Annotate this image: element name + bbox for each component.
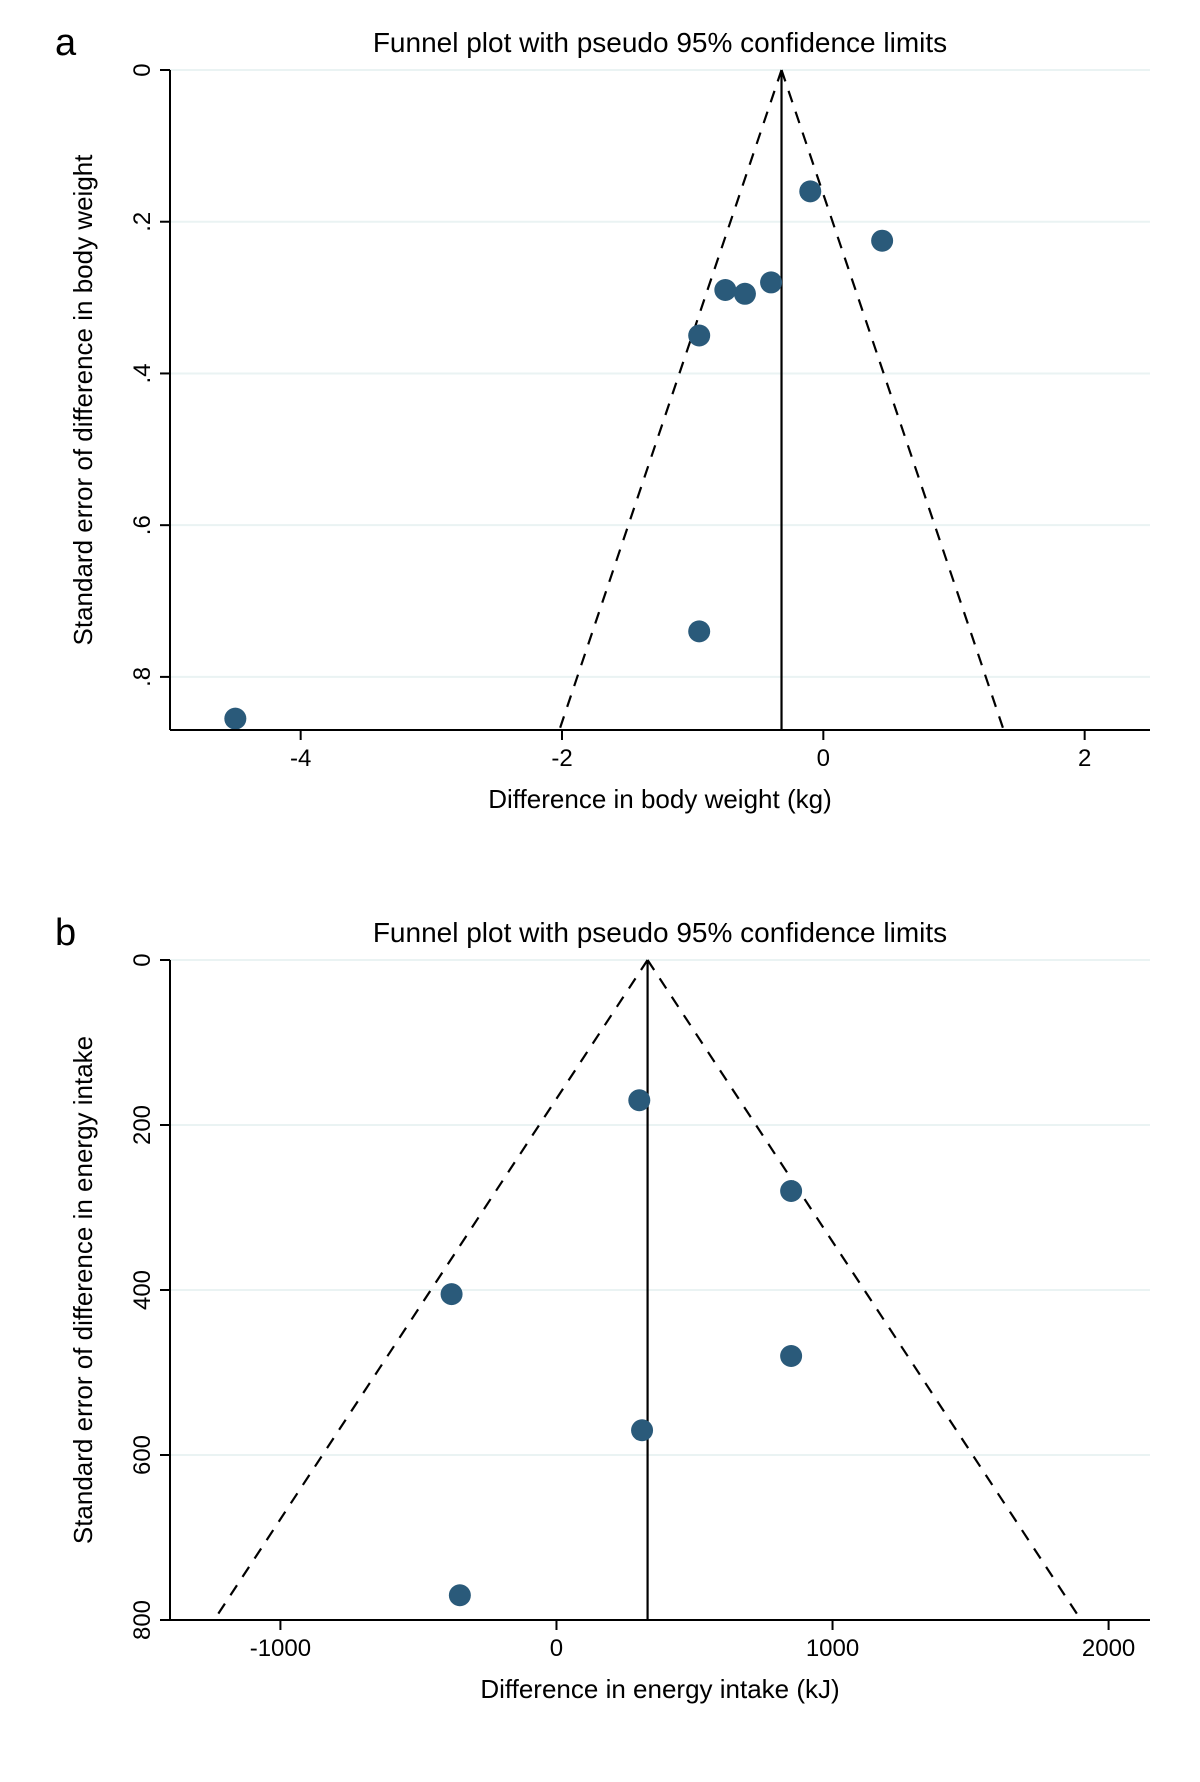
x-tick-label: 1000	[806, 1635, 859, 1662]
y-tick-label: 600	[129, 1435, 156, 1475]
x-tick-label: 2000	[1082, 1635, 1135, 1662]
data-point	[871, 230, 893, 252]
y-axis-label: Standard error of difference in body wei…	[68, 154, 98, 646]
y-tick-label: 0	[129, 953, 156, 966]
x-axis-label: Difference in body weight (kg)	[488, 784, 831, 814]
x-tick-label: 0	[817, 745, 830, 772]
y-tick-label: .8	[129, 667, 156, 687]
chart-title: Funnel plot with pseudo 95% confidence l…	[373, 917, 947, 948]
data-point	[799, 180, 821, 202]
x-tick-label: -1000	[250, 1635, 311, 1662]
chart-title: Funnel plot with pseudo 95% confidence l…	[373, 27, 947, 58]
panel-label: a	[55, 22, 77, 64]
y-tick-label: .4	[129, 363, 156, 383]
data-point	[688, 620, 710, 642]
data-point	[734, 283, 756, 305]
x-tick-label: 0	[550, 1635, 563, 1662]
data-point	[780, 1345, 802, 1367]
funnel-right-dash	[782, 70, 1004, 730]
funnel-left-dash	[559, 70, 781, 730]
data-point	[688, 325, 710, 347]
y-tick-label: 0	[129, 63, 156, 76]
y-axis-label: Standard error of difference in energy i…	[68, 1036, 98, 1544]
data-point	[224, 708, 246, 730]
data-point	[631, 1419, 653, 1441]
y-tick-label: 200	[129, 1105, 156, 1145]
y-tick-label: .6	[129, 515, 156, 535]
y-tick-label: 800	[129, 1600, 156, 1640]
x-tick-label: 2	[1078, 745, 1091, 772]
figure-svg: a Funnel plot with pseudo 95% confidence …	[0, 0, 1200, 1777]
x-tick-label: -4	[290, 745, 311, 772]
data-point	[441, 1283, 463, 1305]
x-tick-label: -2	[551, 745, 572, 772]
data-point	[760, 271, 782, 293]
data-point	[449, 1584, 471, 1606]
data-point	[628, 1089, 650, 1111]
figure-container: a Funnel plot with pseudo 95% confidence …	[0, 0, 1200, 1777]
y-tick-label: .2	[129, 212, 156, 232]
y-tick-label: 400	[129, 1270, 156, 1310]
data-point	[714, 279, 736, 301]
x-axis-label: Difference in energy intake (kJ)	[480, 1674, 839, 1704]
data-point	[780, 1180, 802, 1202]
panel-label: b	[55, 912, 76, 954]
